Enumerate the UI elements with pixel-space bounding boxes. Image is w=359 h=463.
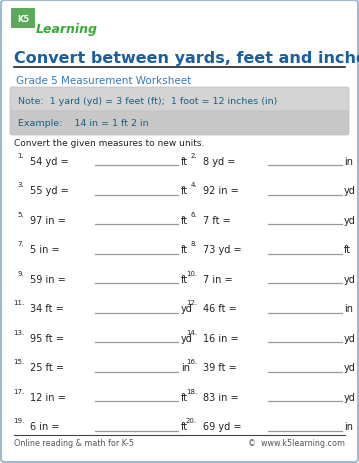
Text: yd: yd xyxy=(344,186,356,196)
Text: 83 in =: 83 in = xyxy=(203,392,239,402)
Text: 7.: 7. xyxy=(17,241,24,247)
Text: ft: ft xyxy=(181,245,188,255)
Text: 16.: 16. xyxy=(186,359,197,365)
Text: yd: yd xyxy=(344,275,356,284)
Text: in: in xyxy=(344,422,353,432)
Text: 46 ft =: 46 ft = xyxy=(203,304,237,314)
Text: 11.: 11. xyxy=(13,300,24,306)
Text: Grade 5 Measurement Worksheet: Grade 5 Measurement Worksheet xyxy=(16,76,191,86)
Text: 16 in =: 16 in = xyxy=(203,333,239,343)
Text: 17.: 17. xyxy=(13,388,24,394)
Text: in: in xyxy=(344,156,353,167)
Text: 34 ft =: 34 ft = xyxy=(30,304,64,314)
Text: 12.: 12. xyxy=(186,300,197,306)
FancyBboxPatch shape xyxy=(11,9,35,29)
Text: 20.: 20. xyxy=(186,418,197,424)
Text: 8 yd =: 8 yd = xyxy=(203,156,236,167)
Text: 10.: 10. xyxy=(186,270,197,276)
Text: ft: ft xyxy=(181,216,188,225)
Text: Example:    14 in = 1 ft 2 in: Example: 14 in = 1 ft 2 in xyxy=(18,119,149,128)
Text: 6.: 6. xyxy=(190,212,197,218)
Text: 39 ft =: 39 ft = xyxy=(203,363,237,373)
Text: 59 in =: 59 in = xyxy=(30,275,66,284)
Text: 5.: 5. xyxy=(17,212,24,218)
Text: ft: ft xyxy=(181,186,188,196)
FancyBboxPatch shape xyxy=(10,88,349,114)
Text: 7 in =: 7 in = xyxy=(203,275,233,284)
Text: 15.: 15. xyxy=(13,359,24,365)
Text: 6 in =: 6 in = xyxy=(30,422,60,432)
Text: 55 yd =: 55 yd = xyxy=(30,186,69,196)
Text: 2.: 2. xyxy=(190,153,197,159)
Text: 12 in =: 12 in = xyxy=(30,392,66,402)
Text: 8.: 8. xyxy=(190,241,197,247)
Text: ft: ft xyxy=(344,245,351,255)
Text: 9.: 9. xyxy=(17,270,24,276)
Text: 73 yd =: 73 yd = xyxy=(203,245,242,255)
Text: 69 yd =: 69 yd = xyxy=(203,422,242,432)
Text: ft: ft xyxy=(181,422,188,432)
Text: yd: yd xyxy=(344,363,356,373)
Text: yd: yd xyxy=(344,392,356,402)
FancyBboxPatch shape xyxy=(10,112,349,136)
Text: 92 in =: 92 in = xyxy=(203,186,239,196)
Text: Online reading & math for K-5: Online reading & math for K-5 xyxy=(14,438,134,448)
Text: 18.: 18. xyxy=(186,388,197,394)
Text: Convert between yards, feet and inches: Convert between yards, feet and inches xyxy=(14,50,359,65)
Text: 5 in =: 5 in = xyxy=(30,245,60,255)
Text: 13.: 13. xyxy=(13,329,24,335)
Text: in: in xyxy=(344,304,353,314)
Text: 14.: 14. xyxy=(186,329,197,335)
Text: 95 ft =: 95 ft = xyxy=(30,333,64,343)
Text: yd: yd xyxy=(181,304,193,314)
Text: yd: yd xyxy=(181,333,193,343)
Text: 54 yd =: 54 yd = xyxy=(30,156,69,167)
Text: 1.: 1. xyxy=(17,153,24,159)
Text: ft: ft xyxy=(181,392,188,402)
Text: 97 in =: 97 in = xyxy=(30,216,66,225)
Text: ©  www.k5learning.com: © www.k5learning.com xyxy=(248,438,345,448)
Text: 25 ft =: 25 ft = xyxy=(30,363,64,373)
Text: ft: ft xyxy=(181,275,188,284)
Text: in: in xyxy=(181,363,190,373)
Text: 3.: 3. xyxy=(17,182,24,188)
Text: yd: yd xyxy=(344,333,356,343)
Text: K5: K5 xyxy=(17,15,29,25)
Text: Note:  1 yard (yd) = 3 feet (ft);  1 foot = 12 inches (in): Note: 1 yard (yd) = 3 feet (ft); 1 foot … xyxy=(18,96,278,105)
Text: ft: ft xyxy=(181,156,188,167)
Text: 19.: 19. xyxy=(13,418,24,424)
Text: yd: yd xyxy=(344,216,356,225)
Text: Convert the given measures to new units.: Convert the given measures to new units. xyxy=(14,139,204,148)
Text: Learning: Learning xyxy=(36,24,98,37)
Text: 4.: 4. xyxy=(190,182,197,188)
Text: 7 ft =: 7 ft = xyxy=(203,216,231,225)
